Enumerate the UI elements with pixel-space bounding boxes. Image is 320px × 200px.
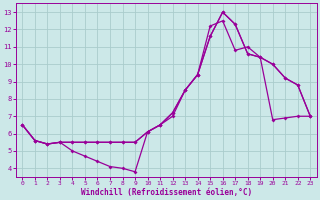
X-axis label: Windchill (Refroidissement éolien,°C): Windchill (Refroidissement éolien,°C) bbox=[81, 188, 252, 197]
